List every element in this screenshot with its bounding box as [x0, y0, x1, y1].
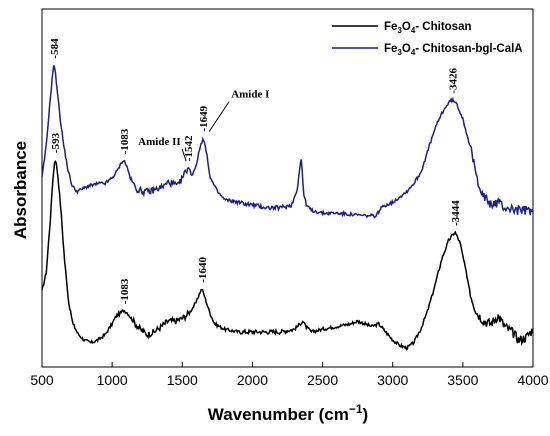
- y-axis-title: Absorbance: [11, 141, 30, 239]
- annotation-pointer: [181, 149, 187, 162]
- x-tick-label: 2000: [237, 372, 268, 388]
- peak-label: -1083: [119, 278, 131, 304]
- x-axis: 500 1000 1500 2000 2500 3000 3500 4000: [30, 362, 549, 388]
- x-tick-label: 3000: [377, 372, 408, 388]
- peak-label: -1649: [198, 105, 210, 131]
- x-tick-label: 500: [30, 372, 54, 388]
- x-tick-label: 1500: [167, 372, 198, 388]
- peak-label: -3426: [448, 68, 460, 94]
- plot-frame: [41, 8, 534, 368]
- series-line-bgl-cala: [41, 65, 534, 219]
- annotation-amide-i: Amide I: [231, 89, 269, 101]
- legend-label-bgl-cala: Fe3O4- Chitosan-bgl-CalA: [384, 43, 523, 57]
- x-tick-label: 2500: [307, 372, 338, 388]
- legend: Fe3O4- Chitosan Fe3O4- Chitosan-bgl-CalA: [332, 21, 523, 57]
- legend-label-chitosan: Fe3O4- Chitosan: [384, 21, 472, 35]
- annotation-amide-ii: Amide II: [138, 136, 180, 148]
- series-line-chitosan: [41, 160, 534, 351]
- series-lines: [41, 65, 534, 351]
- x-tick-label: 4000: [517, 372, 548, 388]
- peak-label: -1083: [119, 128, 131, 154]
- x-axis-title: Wavenumber (cm−1): [208, 402, 368, 424]
- x-tick-label: 1000: [97, 372, 128, 388]
- peak-label: -1640: [197, 257, 209, 283]
- peak-label: -1542: [183, 135, 195, 161]
- peak-label: -3444: [450, 200, 462, 226]
- peak-label: -584: [49, 38, 61, 59]
- x-tick-label: 3500: [447, 372, 478, 388]
- annotation-pointer: [208, 101, 230, 132]
- peak-labels: -584 -593 -1083 -1083 -1542-1649 -1640 -3426 -3…: [49, 38, 462, 304]
- peak-label: -593: [50, 132, 62, 153]
